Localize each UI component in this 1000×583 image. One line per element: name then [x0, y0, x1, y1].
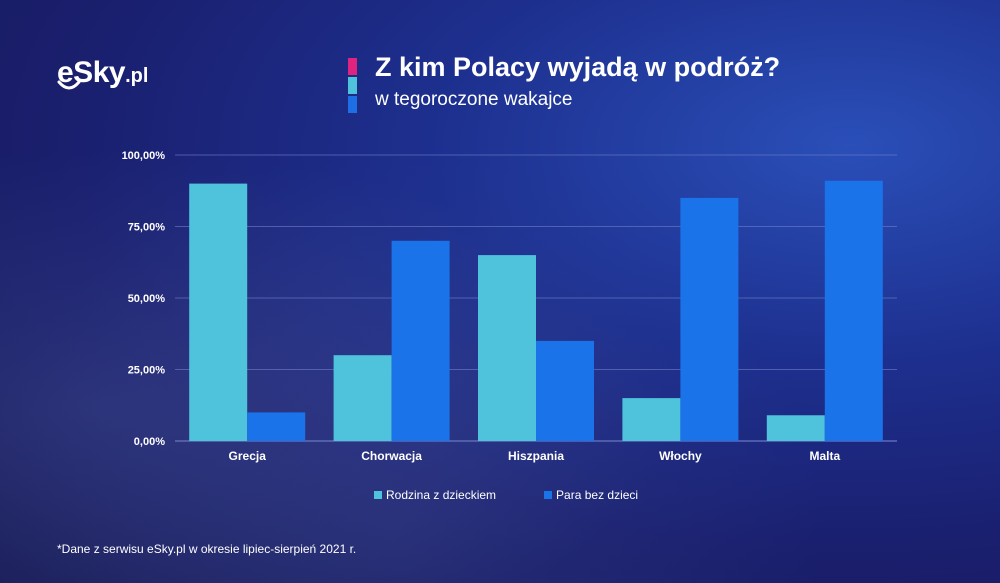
y-tick-label: 50,00% [128, 293, 166, 305]
y-tick-label: 75,00% [128, 222, 166, 234]
accent-bar-cyan [348, 77, 357, 94]
x-tick-label: Malta [809, 449, 840, 463]
y-tick-label: 100,00% [122, 150, 166, 162]
bars [189, 180, 883, 442]
bar-series-2 [247, 412, 306, 441]
bar-series-1 [478, 255, 536, 441]
x-tick-label: Grecja [229, 449, 267, 463]
bar-series-2 [391, 240, 450, 441]
bar-series-2 [824, 180, 883, 442]
bar-series-1 [189, 183, 248, 441]
legend-item-series-1: Rodzina z dzieckiem [374, 488, 496, 502]
accent-bar-magenta [348, 58, 357, 75]
accent-bar-blue [348, 96, 357, 113]
title-accent-bars [348, 58, 357, 115]
logo-main-text: eSky [57, 56, 126, 89]
legend-swatch-series-1 [374, 491, 382, 499]
chart-subtitle: w tegoroczone wakajce [375, 89, 573, 110]
logo-swoosh-icon [57, 80, 81, 90]
x-axis-tick-labels: Grecja Chorwacja Hiszpania Włochy Malta [229, 449, 841, 463]
footnote: *Dane z serwisu eSky.pl w okresie lipiec… [57, 542, 357, 556]
legend-label-series-2: Para bez dzieci [556, 488, 639, 502]
y-axis-tick-labels: 0,00% 25,00% 50,00% 75,00% 100,00% [122, 150, 166, 448]
chart-title: Z kim Polacy wyjadą w podróż? [375, 52, 781, 82]
legend: Rodzina z dzieckiem Para bez dzieci [374, 488, 686, 502]
x-tick-label: Włochy [659, 449, 702, 463]
x-tick-label: Chorwacja [361, 449, 422, 463]
logo-suffix-text: .pl [125, 65, 149, 87]
bar-series-1 [766, 415, 825, 441]
esky-logo: eSky .pl [57, 56, 148, 90]
x-tick-label: Hiszpania [508, 449, 564, 463]
bar-series-2 [680, 197, 739, 441]
y-tick-label: 0,00% [134, 436, 165, 448]
legend-swatch-series-2 [544, 491, 553, 499]
y-tick-label: 25,00% [128, 365, 166, 377]
legend-label-series-1: Rodzina z dzieckiem [386, 488, 497, 502]
legend-item-series-2: Para bez dzieci [544, 488, 638, 502]
bar-series-1 [622, 398, 681, 441]
bar-series-2 [536, 340, 594, 441]
bar-series-1 [333, 355, 392, 441]
